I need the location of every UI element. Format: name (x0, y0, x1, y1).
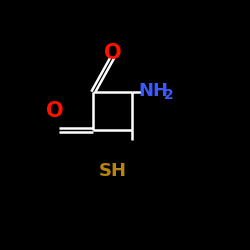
Text: NH: NH (139, 82, 169, 100)
Text: 2: 2 (164, 88, 173, 102)
Text: SH: SH (99, 162, 127, 180)
Text: O: O (46, 101, 64, 121)
Text: O: O (104, 43, 122, 63)
